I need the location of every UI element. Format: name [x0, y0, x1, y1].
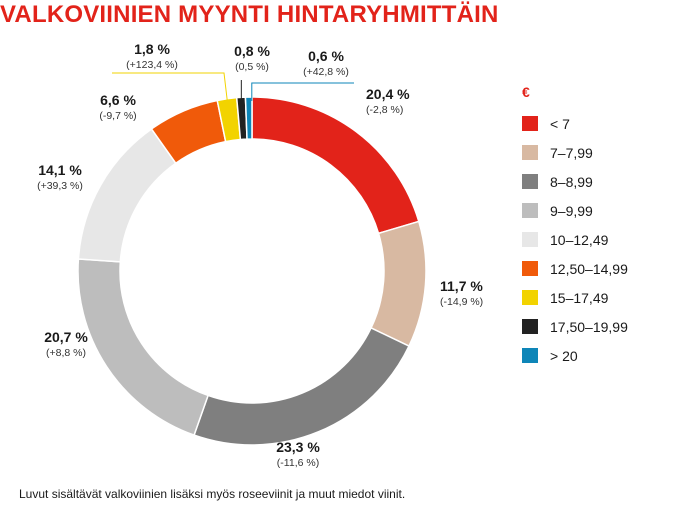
legend-title: € — [522, 84, 530, 100]
legend-item: 12,50–14,99 — [522, 254, 628, 283]
slice-value-label: 0,8 % — [234, 43, 270, 59]
slice-value-label: 0,6 % — [308, 48, 344, 64]
slice-change-label: (-11,6 %) — [277, 457, 319, 469]
slice-9 — [244, 96, 253, 140]
legend-label: < 7 — [550, 115, 570, 132]
legend-item: > 20 — [522, 341, 628, 370]
legend-swatch — [522, 261, 538, 276]
slice-change-label: (+8,8 %) — [46, 347, 86, 359]
legend-label: 15–17,49 — [550, 289, 609, 306]
legend-label: > 20 — [550, 347, 578, 364]
slice-value-label: 1,8 % — [134, 41, 170, 57]
slice-1 — [251, 96, 420, 235]
legend-swatch — [522, 348, 538, 363]
legend-swatch — [522, 290, 538, 305]
slice-change-label: (-9,7 %) — [99, 110, 136, 122]
legend-item: < 7 — [522, 109, 628, 138]
slice-labels: 20,4 % (-2,8 %) 11,7 % (-14,9 %) 23,3 % (-11,… — [37, 41, 483, 469]
footnote: Luvut sisältävät valkoviinien lisäksi my… — [19, 487, 406, 501]
slice-change-label: (+39,3 %) — [37, 180, 83, 192]
leader-line — [112, 72, 229, 103]
legend: € < 7 7–7,99 8–8,99 9–9,99 10–12,49 12,50–14,… — [522, 84, 628, 370]
slice-2 — [370, 220, 427, 348]
slice-4 — [77, 258, 210, 437]
legend-item: 15–17,49 — [522, 283, 628, 312]
legend-label: 12,50–14,99 — [550, 260, 628, 277]
slice-5 — [77, 127, 177, 263]
legend-swatch — [522, 174, 538, 189]
slice-value-label: 20,4 % — [366, 86, 410, 102]
slice-change-label: (+42,8 %) — [303, 66, 349, 78]
slice-value-label: 23,3 % — [276, 439, 320, 455]
legend-swatch — [522, 145, 538, 160]
slice-change-label: (-14,9 %) — [440, 296, 483, 308]
slice-value-label: 20,7 % — [44, 329, 88, 345]
slice-change-label: (0,5 %) — [235, 61, 269, 73]
legend-swatch — [522, 319, 538, 334]
slice-value-label: 14,1 % — [38, 162, 82, 178]
legend-item: 10–12,49 — [522, 225, 628, 254]
legend-item: 8–8,99 — [522, 167, 628, 196]
legend-item: 17,50–19,99 — [522, 312, 628, 341]
donut-slices — [77, 96, 427, 446]
legend-item: 7–7,99 — [522, 138, 628, 167]
chart-title: VALKOVIINIEN MYYNTI HINTARYHMITTÄIN — [0, 1, 499, 28]
legend-item: 9–9,99 — [522, 196, 628, 225]
slice-value-label: 11,7 % — [440, 278, 483, 294]
slice-change-label: (-2,8 %) — [366, 104, 403, 116]
legend-label: 7–7,99 — [550, 144, 593, 161]
legend-label: 17,50–19,99 — [550, 318, 628, 335]
leader-line — [251, 82, 354, 102]
legend-label: 8–8,99 — [550, 173, 593, 190]
slice-3 — [193, 326, 410, 446]
legend-swatch — [522, 116, 538, 131]
legend-label: 10–12,49 — [550, 231, 609, 248]
legend-swatch — [522, 203, 538, 218]
slice-change-label: (+123,4 %) — [126, 59, 178, 71]
leader-lines — [112, 72, 354, 103]
legend-label: 9–9,99 — [550, 202, 593, 219]
legend-swatch — [522, 232, 538, 247]
slice-value-label: 6,6 % — [100, 92, 136, 108]
